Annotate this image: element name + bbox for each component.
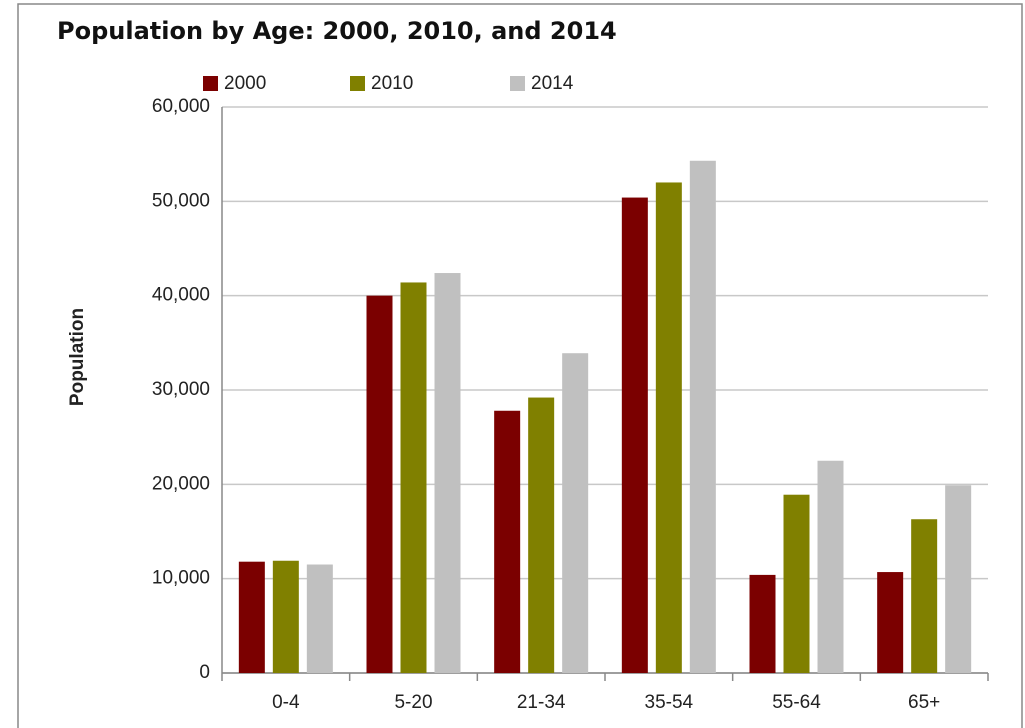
bar (306, 564, 333, 673)
legend-label: 2000 (224, 73, 266, 94)
bar (621, 197, 648, 673)
x-tick-label: 0-4 (272, 692, 300, 713)
y-tick-label: 20,000 (152, 473, 210, 494)
bar (366, 295, 393, 673)
bar (783, 494, 810, 673)
x-tick-label: 65+ (908, 692, 940, 713)
x-tick-label: 21-34 (517, 692, 566, 713)
y-tick-label: 0 (199, 662, 210, 683)
x-tick-label: 35-54 (645, 692, 694, 713)
y-tick-label: 10,000 (152, 568, 210, 589)
y-tick-label: 30,000 (152, 379, 210, 400)
frame (17, 3, 1023, 728)
bar (877, 572, 904, 673)
x-tick-label: 55-64 (772, 692, 821, 713)
bar (655, 182, 682, 673)
bar (528, 397, 555, 673)
y-tick-label: 40,000 (152, 285, 210, 306)
bar (817, 460, 844, 673)
legend-swatch (203, 76, 218, 91)
bar (272, 560, 299, 673)
bar (494, 410, 521, 673)
bar (400, 282, 427, 673)
legend-label: 2010 (371, 73, 413, 94)
x-tick-label: 5-20 (394, 692, 432, 713)
y-tick-label: 50,000 (152, 190, 210, 211)
bar (434, 273, 461, 673)
bar (562, 353, 589, 673)
y-axis-label: Population (67, 308, 88, 406)
chart-title: Population by Age: 2000, 2010, and 2014 (57, 17, 617, 45)
bar (689, 160, 716, 673)
legend-label: 2014 (531, 73, 574, 94)
bar (238, 561, 265, 673)
bar (911, 519, 938, 673)
bar (945, 485, 972, 673)
y-tick-label: 60,000 (152, 96, 210, 117)
legend-swatch (350, 76, 365, 91)
bar (749, 574, 776, 673)
legend-swatch (510, 76, 525, 91)
